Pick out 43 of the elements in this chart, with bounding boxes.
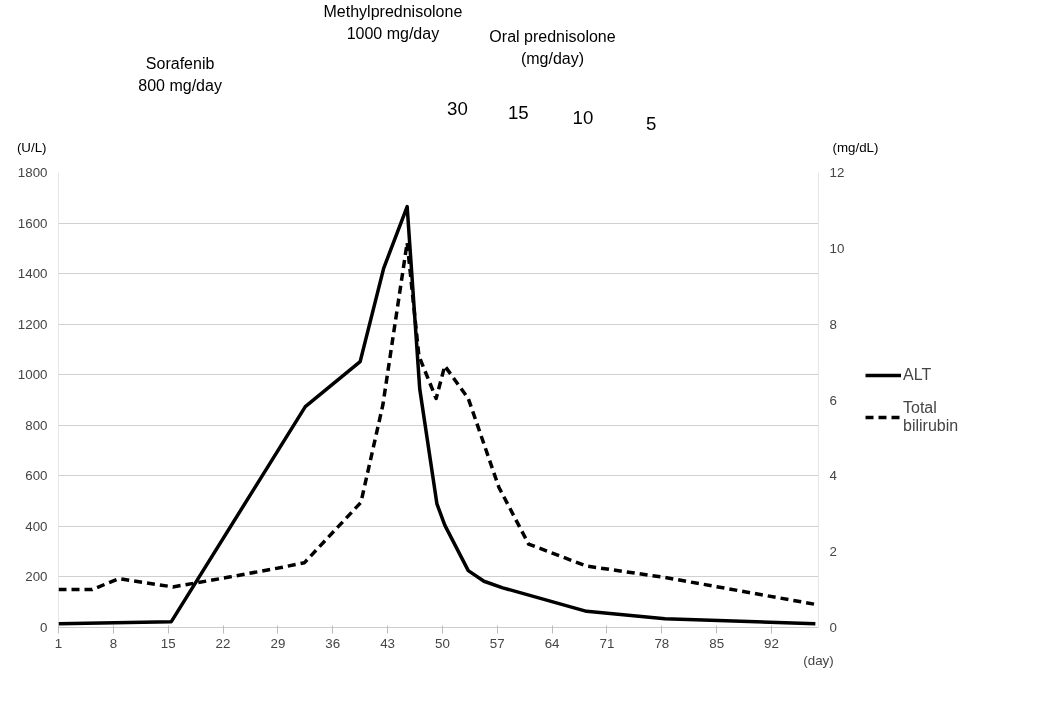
y-tick-label: 600 xyxy=(25,468,48,484)
y2-axis-title: (mg/dL) xyxy=(832,139,879,155)
y-tick-label: 200 xyxy=(25,569,48,585)
x-tick-label: 15 xyxy=(160,635,176,651)
text: Methylprednisolone 1000 mg/day xyxy=(323,3,463,43)
x-tick-label: 36 xyxy=(325,635,341,651)
legend-label: Total bilirubin xyxy=(903,398,959,435)
y2-tick-label: 12 xyxy=(829,165,845,180)
y-tick-label: 1400 xyxy=(17,266,48,282)
y2-tick-label: 6 xyxy=(829,392,837,408)
x-tick-label: 8 xyxy=(109,635,118,651)
y2-tick-label: 10 xyxy=(829,240,845,256)
y-axis-title: (U/L) xyxy=(16,139,47,155)
y-tick-label: 800 xyxy=(25,417,48,433)
y-tick-label: 1200 xyxy=(17,316,48,332)
x-tick-label: 57 xyxy=(489,635,505,651)
y-tick-label: 1000 xyxy=(17,367,48,383)
x-tick-label: 43 xyxy=(380,635,395,651)
text: 10 xyxy=(572,107,594,129)
y-tick-label: 1800 xyxy=(17,165,48,180)
y-tick-label: 0 xyxy=(40,620,48,635)
x-tick-label: 92 xyxy=(764,635,779,651)
x-tick-label: 78 xyxy=(654,635,670,651)
x-tick-label: 29 xyxy=(270,635,286,651)
x-tick-label: 1 xyxy=(54,635,63,651)
x-tick-label: 22 xyxy=(215,635,231,651)
x-axis-title: (day) xyxy=(803,652,834,668)
y2-tick-label: 4 xyxy=(829,468,838,484)
text: 15 xyxy=(507,101,529,123)
legend-label: ALT xyxy=(903,365,932,384)
x-tick-label: 85 xyxy=(709,635,725,651)
y2-tick-label: 0 xyxy=(829,620,837,635)
y-tick-label: 400 xyxy=(25,518,48,534)
text: 5 xyxy=(646,112,657,134)
text: Oral prednisolone (mg/day) xyxy=(489,27,616,67)
y2-tick-label: 8 xyxy=(829,316,837,332)
x-tick-label: 71 xyxy=(599,635,615,651)
y2-tick-label: 2 xyxy=(829,544,837,560)
text: 30 xyxy=(447,97,468,119)
text: Sorafenib 800 mg/day xyxy=(138,54,222,94)
x-tick-label: 50 xyxy=(435,635,450,651)
x-tick-label: 64 xyxy=(544,635,561,651)
y-tick-label: 1600 xyxy=(17,215,48,231)
